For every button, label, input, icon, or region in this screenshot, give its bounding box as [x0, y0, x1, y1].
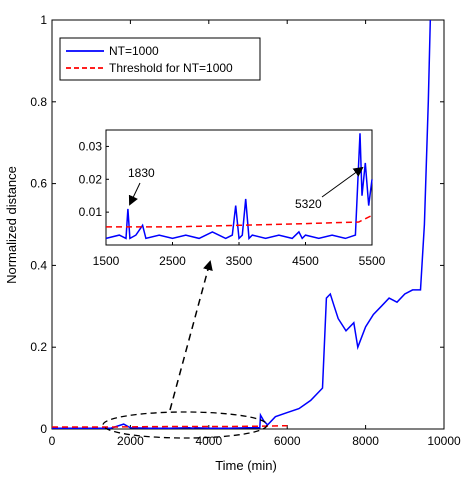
inset-y-tick-label: 0.01	[79, 205, 103, 219]
inset-annotation-1830: 1830	[128, 166, 155, 180]
annotation-arrow-1830	[128, 182, 141, 206]
inset-series-line-1	[106, 214, 373, 228]
inset-x-tick-label: 1500	[93, 254, 120, 268]
zoom-arrow	[169, 260, 213, 411]
inset-x-tick-label: 5500	[359, 254, 386, 268]
legend-entry-1: Threshold for NT=1000	[109, 61, 233, 75]
series-line-0	[52, 19, 432, 429]
y-tick-label: 0.8	[30, 95, 47, 109]
y-tick-label: 0.6	[30, 177, 47, 191]
legend: NT=1000 Threshold for NT=1000	[59, 37, 261, 81]
legend-box	[59, 37, 261, 81]
x-tick-label: 2000	[117, 434, 144, 448]
inset-x-tick-label: 4500	[292, 254, 319, 268]
legend-entry-0: NT=1000	[109, 44, 159, 58]
x-tick-label: 0	[49, 434, 56, 448]
inset-x-tick-label: 2500	[159, 254, 186, 268]
x-tick-label: 6000	[274, 434, 301, 448]
main-axes-box	[51, 19, 445, 430]
x-axis-label: Time (min)	[215, 458, 277, 473]
annotation-arrow-5320	[321, 166, 364, 198]
series-line-1	[52, 424, 288, 428]
y-tick-label: 0.2	[30, 340, 47, 354]
highlight-ellipse	[102, 411, 268, 439]
x-tick-label: 4000	[195, 434, 222, 448]
inset-plot: 1500 2500 3500 4500 5500 0.01 0.02 0.03	[79, 129, 386, 268]
inset-axes-box	[105, 129, 373, 246]
inset-y-tick-label: 0.03	[79, 139, 103, 153]
y-tick-label: 0	[40, 422, 47, 436]
x-tick-label: 10000	[427, 434, 461, 448]
y-tick-label: 0.4	[30, 258, 47, 272]
inset-annotation-5320: 5320	[295, 197, 322, 211]
x-tick-label: 8000	[352, 434, 379, 448]
inset-x-tick-label: 3500	[226, 254, 253, 268]
inset-y-tick-label: 0.02	[79, 172, 103, 186]
y-axis-label: Normalized distance	[4, 166, 19, 284]
y-tick-label: 1	[40, 13, 47, 27]
overlay	[102, 166, 364, 439]
